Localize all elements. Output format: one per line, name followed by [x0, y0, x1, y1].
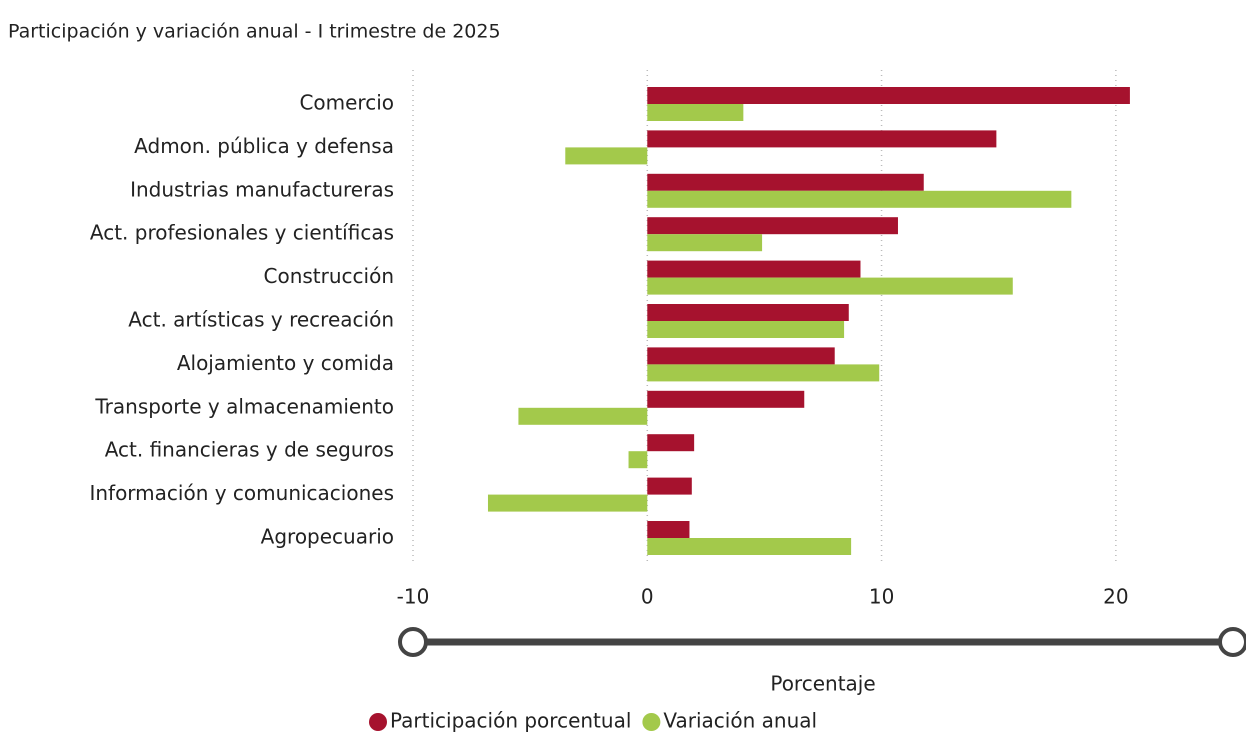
- y-tick-label: Construcción: [264, 264, 395, 288]
- bar: [647, 304, 849, 321]
- legend-label: Variación anual: [663, 709, 817, 733]
- bar: [518, 407, 648, 425]
- x-tick-label: -10: [397, 585, 430, 609]
- slider-handle[interactable]: [398, 627, 428, 657]
- bar: [647, 477, 692, 495]
- x-axis-label: Porcentaje: [770, 672, 875, 696]
- chart-title: Participación y variación anual - I trim…: [8, 21, 501, 43]
- bar: [647, 260, 861, 278]
- bar: [647, 390, 805, 408]
- bar: [647, 234, 763, 252]
- bar: [647, 277, 1013, 295]
- bar: [647, 347, 835, 365]
- bar: [647, 87, 1130, 104]
- slider-handle[interactable]: [1218, 627, 1246, 657]
- bar: [647, 434, 695, 452]
- bar: [647, 190, 1072, 208]
- y-tick-label: Agropecuario: [261, 525, 394, 549]
- bar: [647, 173, 924, 191]
- x-tick-label: 0: [641, 585, 654, 609]
- bar: [487, 494, 648, 512]
- legend-marker: [369, 713, 387, 731]
- bar: [647, 321, 845, 338]
- bar: [647, 217, 898, 235]
- range-slider[interactable]: [398, 627, 1246, 657]
- x-tick-label: 20: [1103, 585, 1128, 609]
- y-tick-label: Act. financieras y de seguros: [105, 438, 394, 462]
- bar: [565, 147, 648, 165]
- legend-label: Participación porcentual: [390, 709, 631, 733]
- y-tick-label: Información y comunicaciones: [89, 481, 394, 505]
- bar: [628, 451, 648, 469]
- y-tick-label: Transporte y almacenamiento: [94, 394, 394, 418]
- bar: [647, 364, 880, 382]
- x-tick-label: 10: [869, 585, 894, 609]
- y-tick-label: Act. profesionales y científicas: [90, 221, 394, 245]
- legend-marker: [642, 713, 661, 731]
- bar: [647, 130, 997, 148]
- bar: [647, 538, 852, 555]
- y-tick-label: Alojamiento y comida: [177, 351, 394, 375]
- y-tick-label: Industrias manufactureras: [130, 177, 394, 201]
- y-tick-label: Comercio: [299, 91, 394, 115]
- y-tick-label: Act. artísticas y recreación: [128, 308, 394, 332]
- y-tick-label: Admon. pública y defensa: [134, 134, 394, 158]
- bar: [647, 521, 690, 538]
- bar: [647, 104, 744, 121]
